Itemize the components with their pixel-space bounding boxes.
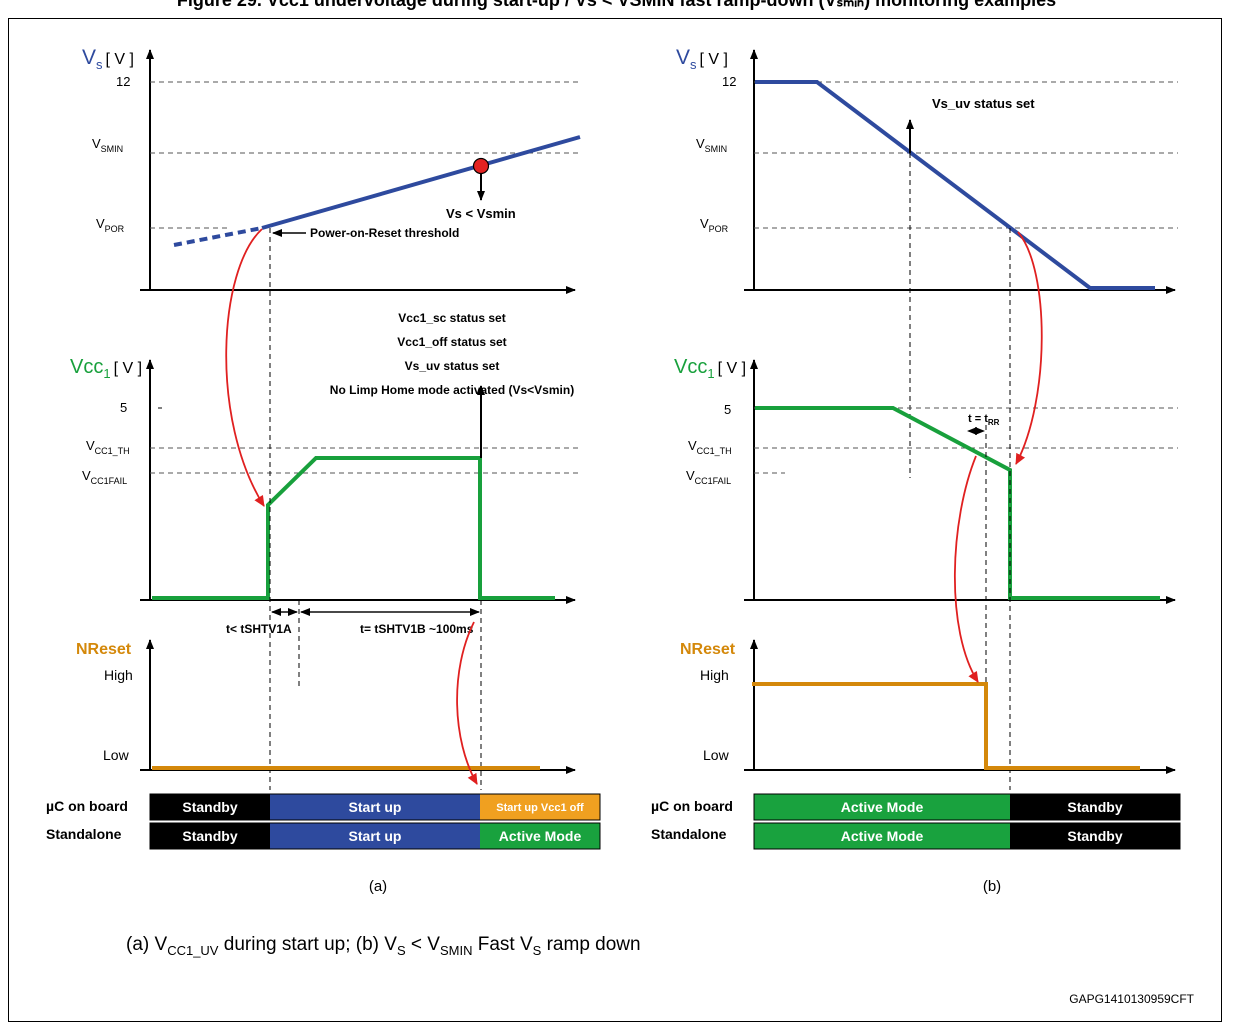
- vs-axis-label-a: Vs[ V ]: [82, 46, 134, 72]
- vcc-curve-b: [755, 406, 1160, 600]
- uc-on-board-label-a: µC on board: [46, 798, 128, 814]
- red-arrow-th-b: [953, 455, 979, 683]
- vcc-axis-label-b: Vcc1[ V ]: [674, 356, 746, 381]
- vcc-tick-5-a: 5: [120, 400, 127, 415]
- sa-state-active-b: Active Mode: [841, 828, 924, 844]
- sa-state-standby-a: Standby: [182, 828, 237, 844]
- por-threshold-label: Power-on-Reset threshold: [310, 226, 459, 240]
- standalone-label-a: Standalone: [46, 826, 122, 842]
- figure-id: GAPG1410130959CFT: [1069, 992, 1194, 1006]
- vs-curve-b: [755, 80, 1155, 290]
- red-arrow-reset-a: [456, 621, 478, 785]
- red-arrow-por-a: [225, 228, 265, 507]
- panel-label-b: (b): [983, 878, 1001, 895]
- status-line-4: No Limp Home mode activated (Vs<Vsmin): [330, 383, 574, 397]
- uc-state-startup-off-a: Start up Vcc1 off: [496, 802, 584, 814]
- vcc-curve-a: [152, 456, 555, 600]
- panel-a: Vs[ V ] 12 VSMIN VPOR Vs < Vsmin Power-o…: [46, 46, 601, 895]
- status-line-3: Vs_uv status set: [405, 359, 500, 373]
- nreset-curve-b: [752, 682, 1140, 770]
- nreset-axis-label-b: NReset: [680, 641, 736, 658]
- vs-uv-status-label: Vs_uv status set: [932, 96, 1035, 111]
- t-shtv1b-label: t= tSHTV1B ~100ms: [360, 622, 474, 636]
- t-rr-label: t = tRR: [968, 413, 1000, 427]
- nreset-low-a: Low: [103, 747, 130, 763]
- vcc-tick-fail-a: VCC1FAIL: [82, 468, 127, 486]
- vcc-tick-5-b: 5: [724, 402, 731, 417]
- vs-tick-vsmin-a: VSMIN: [92, 136, 123, 154]
- uc-on-board-label-b: µC on board: [651, 798, 733, 814]
- vcc-tick-fail-b: VCC1FAIL: [686, 468, 731, 486]
- uc-state-standby-b: Standby: [1067, 799, 1122, 815]
- status-line-2: Vcc1_off status set: [397, 335, 506, 349]
- vs-less-vsmin-label: Vs < Vsmin: [446, 206, 516, 221]
- red-arrow-por-b: [1015, 231, 1043, 465]
- figure-title: Figure 29. Vcc1 undervoltage during star…: [176, 0, 1057, 10]
- standalone-label-b: Standalone: [651, 826, 727, 842]
- uc-state-startup-a: Start up: [349, 799, 402, 815]
- vs-curve-a: [261, 135, 581, 230]
- nreset-axis-label-a: NReset: [76, 641, 132, 658]
- figure-frame: [8, 18, 1222, 1022]
- vs-tick-12-b: 12: [722, 74, 736, 89]
- nreset-high-a: High: [104, 667, 133, 683]
- panel-label-a: (a): [369, 878, 387, 895]
- vcc-tick-th-a: VCC1_TH: [86, 438, 130, 456]
- panel-b: Vs[ V ] 12 VSMIN VPOR Vs_uv status set V…: [651, 46, 1181, 895]
- uc-state-standby-a: Standby: [182, 799, 237, 815]
- figure-caption: (a) VCC1_UV during start up; (b) VS < VS…: [126, 934, 641, 958]
- vs-curve-dashed-a: [173, 226, 263, 247]
- nreset-high-b: High: [700, 667, 729, 683]
- status-line-1: Vcc1_sc status set: [398, 311, 505, 325]
- t-shtv1a-label: t< tSHTV1A: [226, 622, 292, 636]
- uc-state-active-b: Active Mode: [841, 799, 924, 815]
- vs-axis-label-b: Vs[ V ]: [676, 46, 728, 72]
- sa-state-standby-b: Standby: [1067, 828, 1122, 844]
- vcc-axis-label-a: Vcc1[ V ]: [70, 356, 142, 381]
- sa-state-startup-a: Start up: [349, 828, 402, 844]
- vs-tick-vsmin-b: VSMIN: [696, 136, 727, 154]
- vs-tick-12-a: 12: [116, 74, 130, 89]
- sa-state-active-a: Active Mode: [499, 828, 582, 844]
- vsmin-crossing-point: [472, 157, 490, 175]
- vs-tick-vpor-b: VPOR: [700, 216, 729, 234]
- vs-tick-vpor-a: VPOR: [96, 216, 125, 234]
- nreset-low-b: Low: [703, 747, 730, 763]
- vcc-tick-th-b: VCC1_TH: [688, 438, 732, 456]
